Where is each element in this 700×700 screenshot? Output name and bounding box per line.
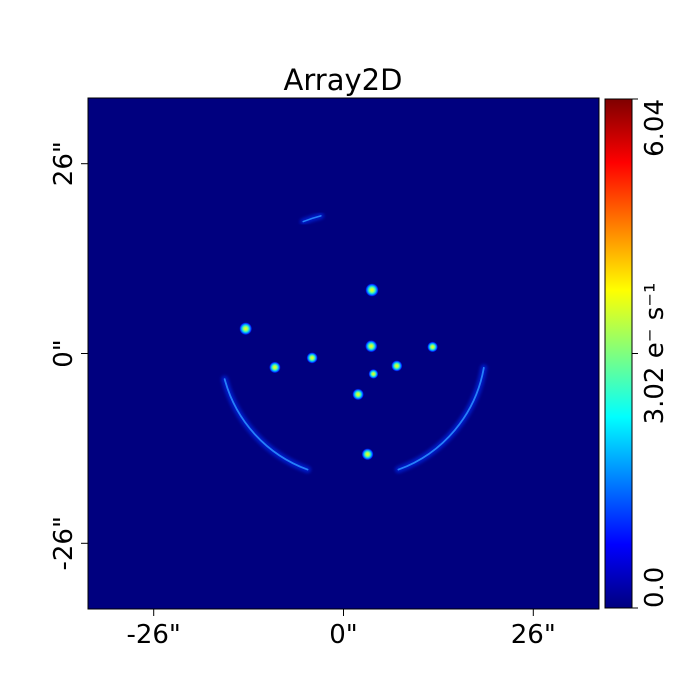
colorbar-tick-label-0: 0.0 bbox=[640, 567, 670, 608]
source-6 bbox=[391, 360, 403, 372]
source-7 bbox=[368, 368, 379, 379]
source-9 bbox=[361, 448, 374, 461]
y-tick-label-1: 0" bbox=[49, 339, 79, 368]
x-tick-label-1: 0" bbox=[329, 620, 358, 650]
colorbar-gradient bbox=[605, 99, 632, 608]
y-axis: -26" 0" 26" bbox=[49, 141, 88, 571]
x-axis: -26" 0" 26" bbox=[126, 609, 556, 650]
colorbar-tick-label-1: 3.02 e⁻ s⁻¹ bbox=[640, 283, 670, 425]
arc-2 bbox=[302, 215, 322, 223]
source-0 bbox=[365, 283, 379, 297]
source-3 bbox=[268, 361, 281, 374]
colorbar: 0.0 3.02 e⁻ s⁻¹ 6.04 bbox=[604, 98, 670, 609]
source-2 bbox=[364, 339, 378, 353]
plot-area bbox=[87, 97, 600, 610]
colorbar-tick-label-2: 6.04 bbox=[640, 99, 670, 157]
arc-0 bbox=[223, 378, 309, 471]
x-tick-label-2: 26" bbox=[511, 620, 556, 650]
source-8 bbox=[352, 388, 365, 401]
source-4 bbox=[306, 352, 318, 364]
x-tick-label-0: -26" bbox=[126, 620, 180, 650]
y-tick-label-2: 26" bbox=[49, 141, 79, 186]
source-1 bbox=[239, 322, 253, 336]
y-tick-label-0: -26" bbox=[49, 516, 79, 570]
plot-background bbox=[88, 98, 599, 609]
arc-1 bbox=[397, 366, 485, 471]
chart-title: Array2D bbox=[284, 63, 403, 97]
source-5 bbox=[427, 341, 439, 353]
